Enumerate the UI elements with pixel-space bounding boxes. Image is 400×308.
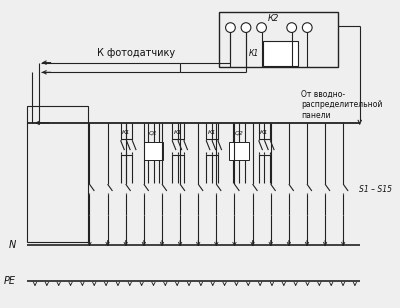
Bar [264,41,298,66]
Text: PE: PE [4,276,16,286]
Circle shape [302,23,312,32]
Text: К фотодатчику: К фотодатчику [97,48,175,58]
Circle shape [226,23,235,32]
Text: Q2: Q2 [235,130,244,135]
Text: К1: К1 [260,130,269,135]
Text: N: N [8,241,16,250]
Text: S1 – S15: S1 – S15 [359,184,392,193]
Bar [230,142,249,160]
Text: К2: К2 [268,14,279,23]
Text: От вводно-
распределительной
панели: От вводно- распределительной панели [302,90,383,120]
Circle shape [257,23,266,32]
Text: К1: К1 [122,130,131,135]
Bar [219,12,338,67]
Circle shape [287,23,296,32]
Text: К1: К1 [248,49,259,58]
Text: Q1: Q1 [149,130,158,135]
Circle shape [241,23,251,32]
Bar [144,142,163,160]
Text: К1: К1 [208,130,216,135]
Text: К1: К1 [174,130,182,135]
Bar [27,106,88,242]
